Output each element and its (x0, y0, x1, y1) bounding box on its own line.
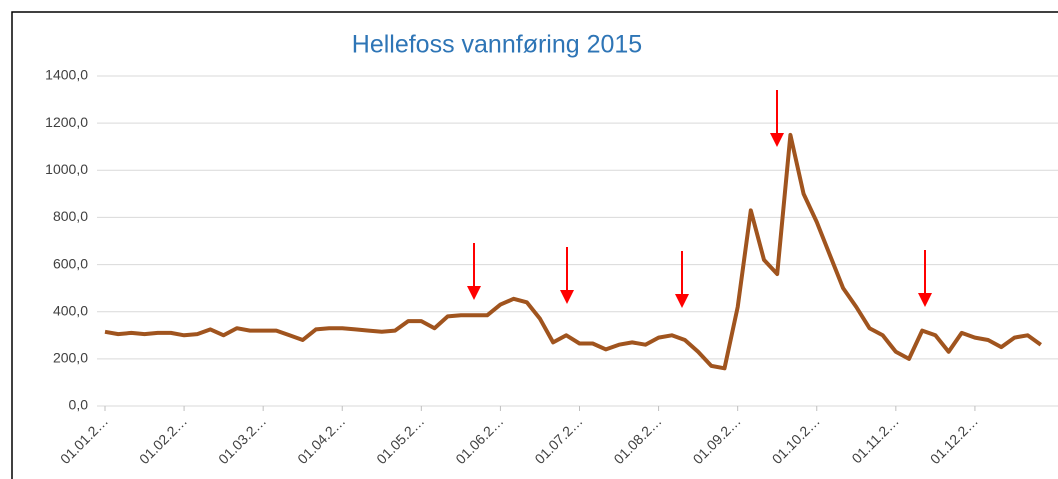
y-tick-label: 200,0 (53, 350, 88, 366)
data-line (104, 132, 1042, 371)
chart-border (11, 11, 1058, 479)
y-tick-label: 1200,0 (45, 114, 88, 130)
chart-title: Hellefoss vannføring 2015 (352, 31, 642, 59)
y-tick-label: 400,0 (53, 302, 88, 318)
y-tick-label: 0,0 (69, 397, 89, 413)
y-tick-label: 600,0 (53, 255, 88, 271)
y-tick-label: 1000,0 (45, 161, 88, 177)
y-tick-label: 1400,0 (45, 67, 88, 83)
annotation-arrows (467, 90, 932, 308)
y-tick-label: 800,0 (53, 208, 88, 224)
